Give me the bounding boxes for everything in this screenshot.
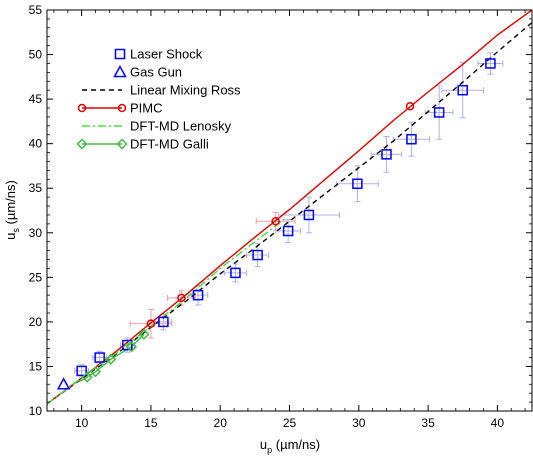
legend-marker-laser-shock [114, 48, 126, 60]
laser-shock-point-11 [381, 149, 392, 160]
laser-shock-errorbar-14 [441, 62, 484, 119]
legend-item-pimc: PIMC [77, 101, 163, 116]
x-tick-label-25: 25 [283, 416, 297, 430]
y-tick-label-15: 15 [29, 359, 43, 373]
laser-shock-errorbar-15 [477, 52, 504, 75]
y-axis-label-subscript: s [11, 228, 21, 233]
laser-shock-errorbar-12 [392, 121, 430, 157]
legend-label-linear-mixing-ross: Linear Mixing Ross [130, 83, 241, 98]
x-tick-label-35: 35 [421, 416, 435, 430]
axis-ticks-layer: 10 15 20 25 30 35 40 10 15 20 25 30 35 40 45 50 55 [29, 3, 532, 430]
legend-marker-left-pimc [77, 103, 87, 113]
y-tick-label-30: 30 [29, 226, 43, 240]
laser-shock-errorbar-8 [275, 218, 302, 244]
legend-item-gas-gun: Gas Gun [113, 64, 182, 80]
legend-label-dft-md-galli: DFT-MD Galli [130, 137, 209, 152]
laser-shock-errorbar-10 [336, 165, 379, 203]
gas-gun-point-1 [56, 377, 71, 390]
y-axis-label-units: (µm/ns) [3, 180, 18, 224]
x-axis-label: up (µm/ns) [260, 437, 320, 455]
legend-item-dft-md-lenosky: DFT-MD Lenosky [82, 119, 232, 134]
laser-shock-errorbar-5 [187, 284, 209, 306]
laser-shock-errorbar-6 [223, 263, 248, 283]
x-axis-label-subscript: p [267, 445, 272, 455]
x-tick-label-10: 10 [75, 416, 89, 430]
laser-shock-point-14 [457, 84, 468, 96]
laser-shock-point-3 [122, 339, 133, 351]
pimc-point-2 [177, 293, 186, 303]
laser-shock-point-1 [76, 365, 87, 377]
laser-shock-point-2 [94, 352, 105, 363]
laser-shock-point-9 [303, 209, 315, 221]
legend-marker-right-pimc [117, 103, 127, 113]
legend: Laser Shock Gas Gun Linear Mixing Ross PIMC… [76, 47, 241, 152]
dft-md-galli-point-5 [138, 328, 150, 340]
legend-marker-left-dft-md-galli [76, 138, 88, 150]
y-tick-label-45: 45 [29, 92, 43, 106]
x-tick-label-20: 20 [214, 416, 228, 430]
dft-md-galli-point-3 [105, 353, 117, 365]
legend-marker-right-dft-md-galli [116, 138, 128, 150]
laser-shock-point-10 [352, 178, 363, 190]
curves-layer [47, 10, 532, 405]
legend-label-dft-md-lenosky: DFT-MD Lenosky [130, 119, 232, 134]
laser-shock-point-7 [252, 249, 263, 261]
x-axis-label-units: (µm/ns) [276, 437, 320, 452]
linear-mixing-ross-line [47, 21, 532, 405]
y-tick-label-35: 35 [29, 181, 43, 195]
y-tick-label-50: 50 [29, 48, 43, 62]
pimc-point-1 [146, 319, 156, 328]
laser-shock-point-6 [230, 267, 241, 279]
legend-item-laser-shock: Laser Shock [114, 47, 203, 62]
x-tick-label-40: 40 [491, 416, 505, 430]
legend-label-pimc: PIMC [130, 101, 163, 116]
laser-shock-point-15 [485, 58, 496, 69]
dft-md-galli-point-4 [125, 341, 138, 353]
legend-label-laser-shock: Laser Shock [130, 47, 203, 62]
y-tick-label-25: 25 [29, 270, 43, 284]
y-tick-label-40: 40 [29, 137, 43, 151]
laser-shock-point-12 [406, 133, 417, 145]
laser-shock-errorbar-11 [370, 136, 403, 173]
laser-shock-errorbar-7 [246, 242, 270, 268]
y-tick-label-20: 20 [29, 315, 43, 329]
legend-marker-gas-gun [113, 64, 127, 78]
laser-shock-errorbar-9 [277, 196, 340, 234]
laser-shock-point-4 [158, 316, 169, 328]
pimc-line [47, 10, 532, 405]
x-tick-label-15: 15 [144, 416, 158, 430]
y-tick-label-55: 55 [29, 3, 43, 17]
x-tick-label-30: 30 [352, 416, 366, 430]
pimc-point-4 [405, 101, 415, 111]
laser-shock-point-5 [192, 289, 204, 301]
pimc-point-3 [271, 216, 280, 226]
legend-label-gas-gun: Gas Gun [130, 65, 182, 80]
laser-shock-errorbar-13 [424, 85, 454, 140]
y-tick-label-10: 10 [29, 404, 43, 418]
laser-shock-point-8 [282, 225, 294, 237]
y-axis-label: us (µm/ns) [3, 180, 21, 240]
dft-md-galli-point-1 [81, 371, 93, 383]
dft-md-galli-point-2 [89, 366, 102, 378]
legend-item-linear-mixing-ross: Linear Mixing Ross [82, 83, 241, 98]
laser-shock-point-13 [433, 107, 445, 118]
legend-item-dft-md-galli: DFT-MD Galli [76, 137, 209, 152]
markers-layer [56, 58, 496, 390]
